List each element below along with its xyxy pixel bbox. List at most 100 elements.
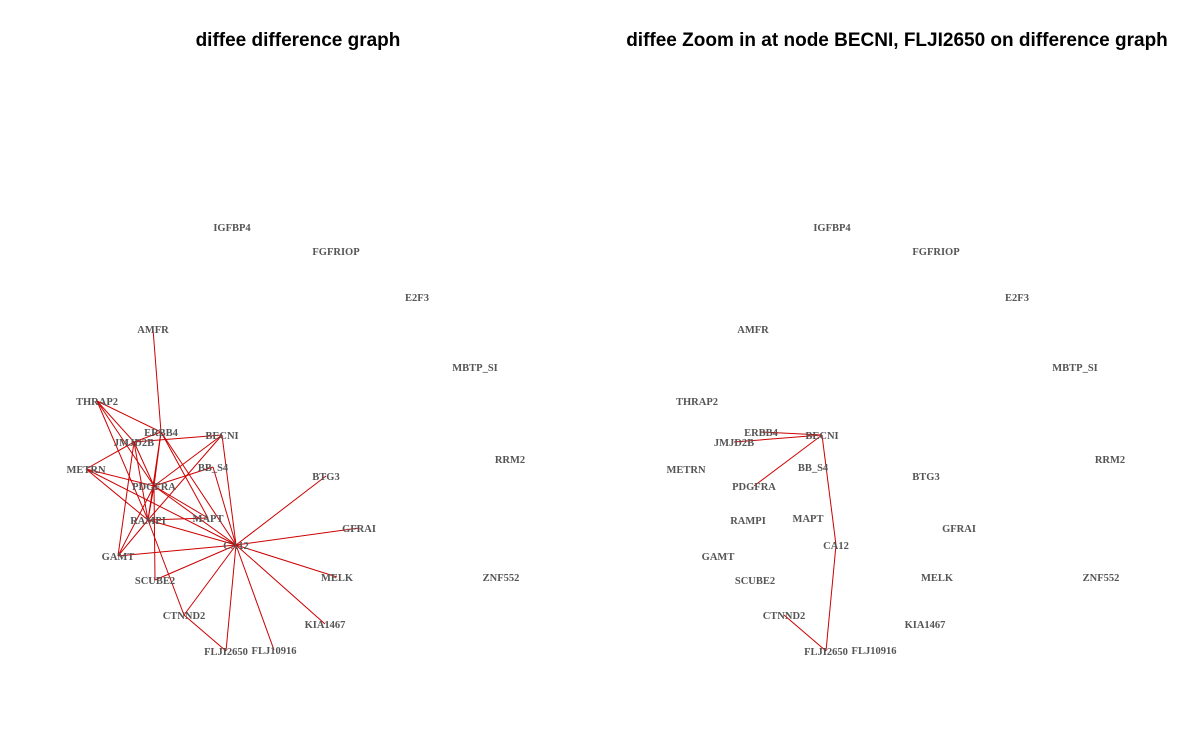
edge-becni-ca12 xyxy=(221,434,237,546)
edge-rampi-mapt xyxy=(147,517,209,521)
node-e2f3: E2F3 xyxy=(1005,293,1029,304)
edge-ca12-flji2650 xyxy=(225,544,237,652)
edge-ca12-flj10916 xyxy=(235,544,275,651)
edge-pdgfra-scube2 xyxy=(153,485,156,581)
node-rrm2: RRM2 xyxy=(1095,455,1125,466)
node-jmjd2b: JMJD2B xyxy=(114,438,154,449)
node-znf552: ZNF552 xyxy=(483,573,520,584)
edge-ctnnd2-flji2650 xyxy=(183,614,227,652)
node-gfrai: GFRAI xyxy=(942,524,976,535)
node-thrap2: THRAP2 xyxy=(676,397,718,408)
node-gamt: GAMT xyxy=(102,552,135,563)
node-btg3: BTG3 xyxy=(312,472,339,483)
edge-pdgfra-ca12 xyxy=(153,485,237,546)
node-flj10916: FLJ10916 xyxy=(852,646,897,657)
edge-ca12-kia1467 xyxy=(235,544,326,625)
edge-pdgfra-mapt xyxy=(153,485,209,519)
node-igfbp4: IGFBP4 xyxy=(213,223,251,234)
edge-becni-erbb4 xyxy=(760,431,823,436)
node-layer: IGFBP4 FGFRIOP E2F3 AMFR MBTP_SI THRAP2 ERBB4 B… xyxy=(66,223,525,658)
node-scube2: SCUBE2 xyxy=(135,576,175,587)
edge-bb_s4-ca12 xyxy=(212,466,237,546)
node-fgfriop: FGFRIOP xyxy=(912,247,960,258)
node-pdgfra: PDGFRA xyxy=(132,482,176,493)
edge-becni-pdgfra xyxy=(753,434,823,487)
node-mbtp-si: MBTP_SI xyxy=(452,363,498,374)
edge-jmjd2b-erbb4 xyxy=(133,431,162,443)
edge-becni-pdgfra xyxy=(153,434,223,487)
node-flj10916: FLJ10916 xyxy=(252,646,297,657)
edge-ca12-scube2 xyxy=(154,544,237,581)
edge-jmjd2b-gamt xyxy=(117,441,135,557)
edge-ca12-flji2650 xyxy=(825,544,837,652)
edge-jmjd2b-becni xyxy=(133,434,223,443)
edge-ca12-ctnnd2 xyxy=(183,544,237,616)
node-rrm2: RRM2 xyxy=(495,455,525,466)
node-amfr: AMFR xyxy=(137,325,169,336)
edge-thrap2-pdgfra xyxy=(96,400,155,487)
edge-jmjd2b-metrn xyxy=(85,441,135,470)
edge-pdgfra-rampi xyxy=(147,485,155,521)
edge-bb_s4-pdgfra xyxy=(153,466,214,487)
edge-thrap2-erbb4 xyxy=(96,400,162,433)
node-kia1467: KIA1467 xyxy=(305,620,346,631)
node-flji2650: FLJI2650 xyxy=(204,647,248,658)
node-fgfriop: FGFRIOP xyxy=(312,247,360,258)
node-pdgfra: PDGFRA xyxy=(732,482,776,493)
node-kia1467: KIA1467 xyxy=(905,620,946,631)
node-ctnnd2: CTNND2 xyxy=(763,611,806,622)
edge-metrn-ca12 xyxy=(85,468,237,546)
edge-ca12-melk xyxy=(235,544,338,578)
node-thrap2: THRAP2 xyxy=(76,397,118,408)
edge-thrap2-jmjd2b xyxy=(96,400,135,443)
node-becni: BECNI xyxy=(205,431,238,442)
node-e2f3: E2F3 xyxy=(405,293,429,304)
zoom-graph-panel: diffee Zoom in at node BECNI, FLJI2650 o… xyxy=(626,30,1168,658)
node-scube2: SCUBE2 xyxy=(735,576,775,587)
node-mapt: MAPT xyxy=(193,514,224,525)
node-melk: MELK xyxy=(321,573,354,584)
node-mapt: MAPT xyxy=(793,514,824,525)
node-ca12: CA12 xyxy=(223,541,249,552)
node-layer: IGFBP4 FGFRIOP E2F3 AMFR MBTP_SI THRAP2 ERBB4 B… xyxy=(666,223,1125,658)
node-mbtp-si: MBTP_SI xyxy=(1052,363,1098,374)
edge-ctnnd2-flji2650 xyxy=(783,614,827,652)
edge-rampi-ca12 xyxy=(147,519,237,546)
edge-thrap2-rampi xyxy=(96,400,149,521)
node-znf552: ZNF552 xyxy=(1083,573,1120,584)
edge-rampi-gamt xyxy=(117,519,149,557)
node-amfr: AMFR xyxy=(737,325,769,336)
node-erbb4: ERBB4 xyxy=(144,428,179,439)
node-rampi: RAMPI xyxy=(130,516,166,527)
edge-gamt-pdgfra xyxy=(117,485,155,557)
edge-layer xyxy=(733,431,837,652)
edge-ca12-btg3 xyxy=(235,475,327,546)
panel-title: diffee difference graph xyxy=(196,30,401,51)
edge-jmjd2b-pdgfra xyxy=(133,441,155,487)
edge-rampi-ctnnd2 xyxy=(147,519,185,616)
node-bb-s4: BB_S4 xyxy=(798,463,829,474)
edge-layer xyxy=(85,328,360,652)
node-jmjd2b: JMJD2B xyxy=(714,438,754,449)
edge-becni-jmjd2b xyxy=(733,434,823,443)
edge-ca12-gfrai xyxy=(235,527,360,546)
node-gamt: GAMT xyxy=(702,552,735,563)
edge-metrn-pdgfra xyxy=(85,468,155,487)
edge-amfr-erbb4 xyxy=(152,328,162,433)
node-rampi: RAMPI xyxy=(730,516,766,527)
node-becni: BECNI xyxy=(805,431,838,442)
edge-jmjd2b-rampi xyxy=(133,441,149,521)
edge-erbb4-mapt xyxy=(160,431,209,519)
node-btg3: BTG3 xyxy=(912,472,939,483)
node-flji2650: FLJI2650 xyxy=(804,647,848,658)
edge-gamt-ca12 xyxy=(117,544,237,557)
node-erbb4: ERBB4 xyxy=(744,428,779,439)
node-ctnnd2: CTNND2 xyxy=(163,611,206,622)
edge-erbb4-ca12 xyxy=(160,431,237,546)
node-melk: MELK xyxy=(921,573,954,584)
node-ca12: CA12 xyxy=(823,541,849,552)
node-igfbp4: IGFBP4 xyxy=(813,223,851,234)
node-gfrai: GFRAI xyxy=(342,524,376,535)
